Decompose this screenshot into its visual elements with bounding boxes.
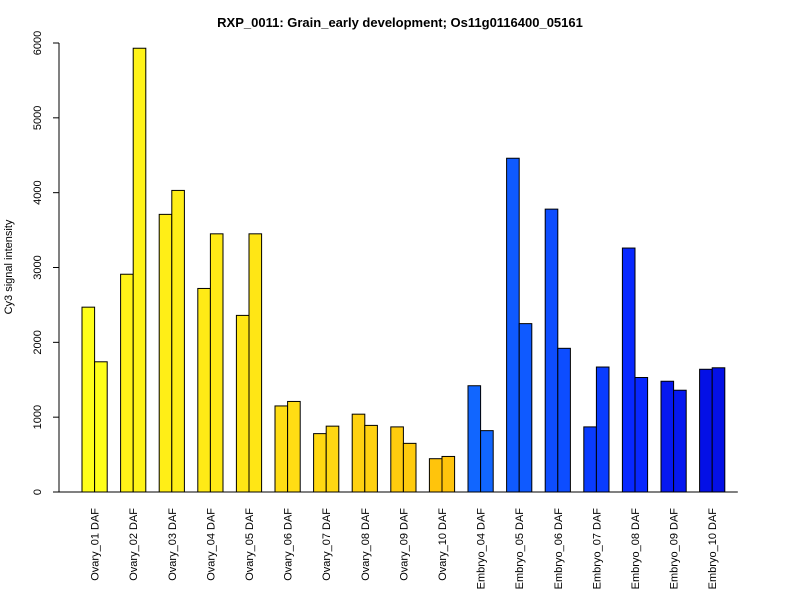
y-tick-label: 6000: [32, 31, 44, 55]
y-tick-label: 2000: [32, 330, 44, 354]
bar-b-14: [595, 366, 610, 493]
bar-b-7: [325, 425, 340, 493]
x-tick-label: Embryo_05 DAF: [514, 508, 526, 590]
bar-a-12: [506, 157, 520, 493]
x-tick-label: Ovary_10 DAF: [437, 508, 449, 581]
x-tick-label: Ovary_07 DAF: [321, 508, 333, 581]
x-tick-label: Embryo_06 DAF: [553, 508, 565, 590]
x-tick-label: Embryo_07 DAF: [591, 508, 603, 590]
bar-a-3: [158, 213, 173, 493]
x-tick-label: Ovary_09 DAF: [398, 508, 410, 581]
x-tick-label: Ovary_03 DAF: [167, 508, 179, 581]
x-tick-label: Ovary_04 DAF: [205, 508, 217, 581]
bar-a-17: [699, 368, 713, 493]
bar-b-11: [480, 430, 494, 493]
bar-a-4: [197, 287, 211, 493]
y-axis-label: Cy3 signal intensity: [3, 219, 15, 314]
y-tick-label: 4000: [32, 180, 44, 204]
bar-b-4: [209, 233, 224, 493]
bar-b-8: [364, 424, 378, 493]
bar-b-5: [248, 233, 263, 493]
bar-a-8: [351, 413, 366, 493]
x-tick-label: Ovary_08 DAF: [360, 508, 372, 581]
chart-title: RXP_0011: Grain_early development; Os11g…: [217, 15, 583, 30]
x-tick-label: Embryo_04 DAF: [476, 508, 488, 590]
y-axis: 0 1000 2000 3000 4000 5000 6000: [32, 31, 60, 495]
bar-a-9: [390, 426, 404, 493]
x-tick-label: Ovary_02 DAF: [128, 508, 140, 581]
bar-a-5: [235, 314, 250, 493]
x-tick-label: Ovary_05 DAF: [244, 508, 256, 581]
bar-b-1: [94, 361, 108, 493]
x-tick-labels: Ovary_01 DAF Ovary_02 DAF Ovary_03 DAF Ovar…: [90, 508, 720, 590]
bar-b-6: [287, 400, 301, 493]
x-tick-label: Embryo_08 DAF: [630, 508, 642, 590]
bar-a-13: [544, 208, 559, 493]
bars-group: [81, 47, 726, 493]
y-tick-label: 3000: [32, 255, 44, 279]
bar-a-1: [81, 306, 96, 493]
y-tick-label: 0: [32, 489, 44, 495]
bar-b-10: [441, 455, 456, 493]
bar-b-3: [171, 189, 185, 493]
x-tick-label: Embryo_09 DAF: [669, 508, 681, 590]
x-tick-label: Ovary_01 DAF: [90, 508, 102, 581]
bar-a-6: [274, 405, 289, 493]
y-tick-label: 5000: [32, 106, 44, 130]
bar-a-10: [428, 458, 443, 493]
bar-b-9: [402, 442, 417, 493]
x-tick-label: Ovary_06 DAF: [283, 508, 295, 581]
bar-b-17: [711, 367, 726, 493]
bar-b-15: [634, 377, 649, 493]
y-tick-label: 1000: [32, 405, 44, 429]
bar-b-16: [673, 389, 687, 493]
bar-a-16: [660, 380, 675, 493]
bar-b-13: [557, 347, 571, 493]
bar-a-11: [467, 385, 482, 493]
bar-a-15: [621, 247, 636, 493]
bar-a-7: [313, 433, 327, 493]
x-tick-label: Embryo_10 DAF: [707, 508, 719, 590]
bar-a-2: [120, 273, 134, 493]
bar-b-2: [132, 47, 147, 493]
bar-b-12: [518, 323, 533, 493]
bar-a-14: [583, 426, 597, 493]
